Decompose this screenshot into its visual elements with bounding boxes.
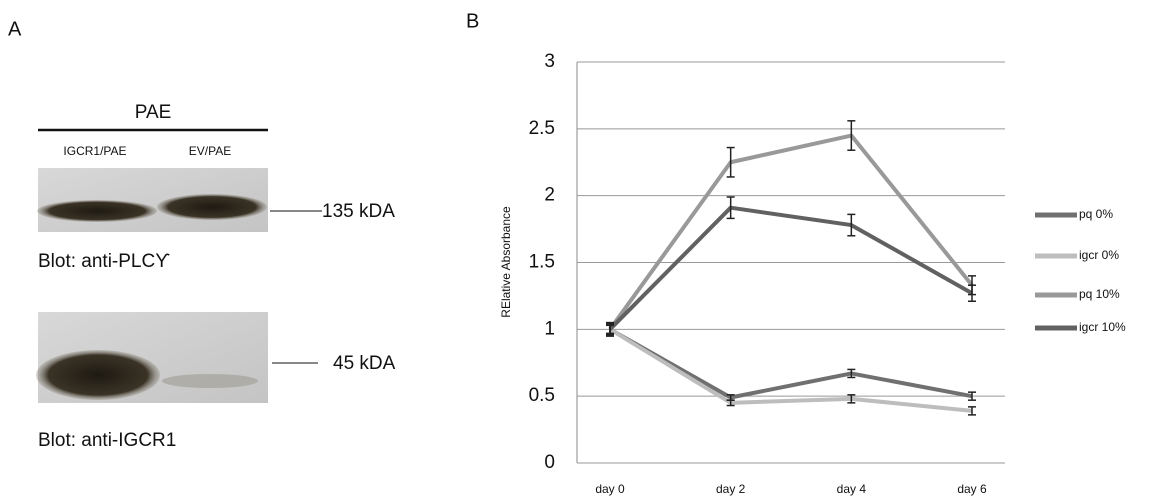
blot-band [36, 350, 160, 400]
y-tick-label: 0.5 [529, 385, 555, 406]
series-line [610, 136, 972, 330]
y-tick-label: 2.5 [529, 118, 555, 139]
y-tick-label: 1 [544, 318, 555, 339]
panel-label: A [8, 18, 22, 40]
blot-band [37, 200, 157, 222]
blot-header: PAE [135, 102, 172, 123]
x-tick-label: day 0 [595, 482, 625, 496]
x-tick-label: day 6 [957, 482, 987, 496]
y-tick-label: 0 [544, 452, 555, 473]
x-tick-label: day 4 [837, 482, 867, 496]
x-tick-label: day 2 [716, 482, 746, 496]
y-tick-label: 1.5 [529, 252, 555, 273]
legend-label: igcr 10% [1079, 320, 1126, 334]
blot-band [157, 194, 267, 220]
blot-caption: Blot: anti-IGCR1 [38, 430, 176, 451]
series-line [610, 208, 972, 330]
marker-label: 135 kDA [322, 201, 395, 222]
blot-caption: Blot: anti-PLCϒ [38, 251, 170, 272]
series-line [610, 329, 972, 411]
y-tick-label: 3 [544, 51, 555, 72]
blot-band [162, 374, 258, 388]
legend-label: pq 0% [1079, 207, 1113, 221]
legend-label: igcr 0% [1079, 248, 1119, 262]
lane-label: IGCR1/PAE [63, 144, 126, 158]
y-axis-label: RElative Absorbance [499, 206, 513, 318]
figure: A PAE IGCR1/PAE EV/PAE 135 kDA Blot: ant… [0, 0, 1149, 499]
lane-label: EV/PAE [189, 144, 231, 158]
y-tick-label: 2 [544, 185, 555, 206]
legend-label: pq 10% [1079, 287, 1120, 301]
panel-label: B [466, 10, 479, 32]
marker-label: 45 kDA [333, 353, 396, 374]
